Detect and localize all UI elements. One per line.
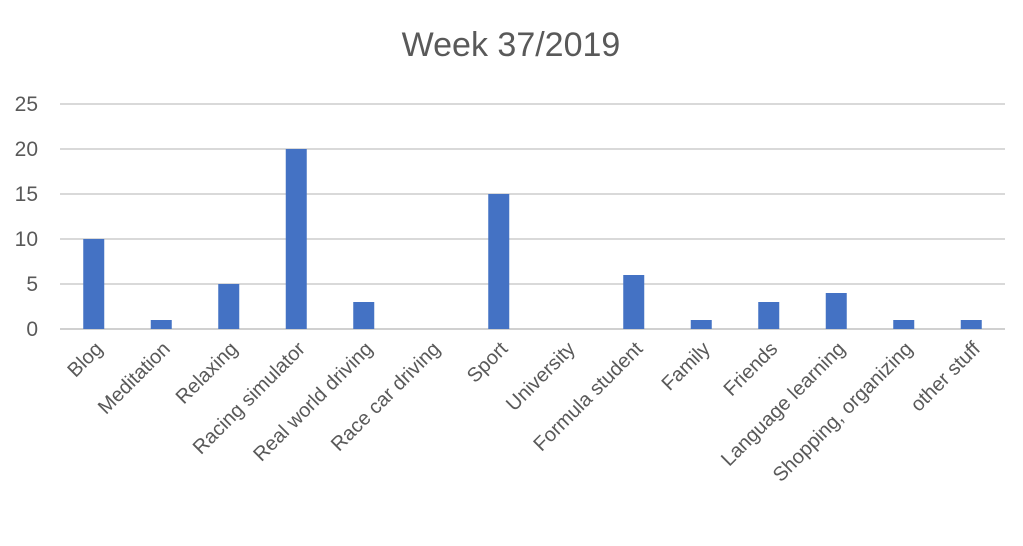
x-category-label: Sport [463, 338, 513, 388]
y-tick-label: 25 [15, 93, 38, 116]
x-category-label: Racing simulator [189, 338, 310, 459]
y-tick-label: 20 [15, 138, 38, 161]
y-axis-tick-labels: 0 5 10 15 20 25 [15, 93, 38, 341]
y-tick-label: 15 [15, 183, 38, 206]
bars [83, 149, 982, 329]
bar-relaxing [218, 284, 240, 329]
bar-friends [758, 302, 780, 329]
bar-shopping-organizing [893, 320, 915, 329]
x-category-label: Real world driving [249, 338, 377, 466]
y-tick-label: 0 [26, 318, 38, 341]
bar-language-learning [825, 293, 847, 329]
x-category-label: Blog [63, 338, 107, 382]
bar-blog [83, 239, 105, 329]
bar-family [690, 320, 712, 329]
y-tick-label: 5 [26, 273, 38, 296]
x-category-label: Relaxing [172, 338, 243, 409]
bar-sport [488, 194, 510, 329]
x-category-label: other stuff [907, 338, 986, 417]
x-category-label: Friends [720, 338, 783, 401]
bar-racing-simulator [285, 149, 307, 329]
x-category-label: Meditation [94, 338, 175, 419]
bar-other-stuff [960, 320, 982, 329]
chart-title: Week 37/2019 [402, 26, 621, 64]
x-category-label: Language learning [717, 338, 850, 471]
bar-real-world-driving [353, 302, 375, 329]
bar-formula-student [623, 275, 645, 329]
bar-meditation [150, 320, 172, 329]
gridlines [60, 103, 1005, 330]
y-tick-label: 10 [15, 228, 38, 251]
x-category-label: Family [658, 338, 715, 395]
